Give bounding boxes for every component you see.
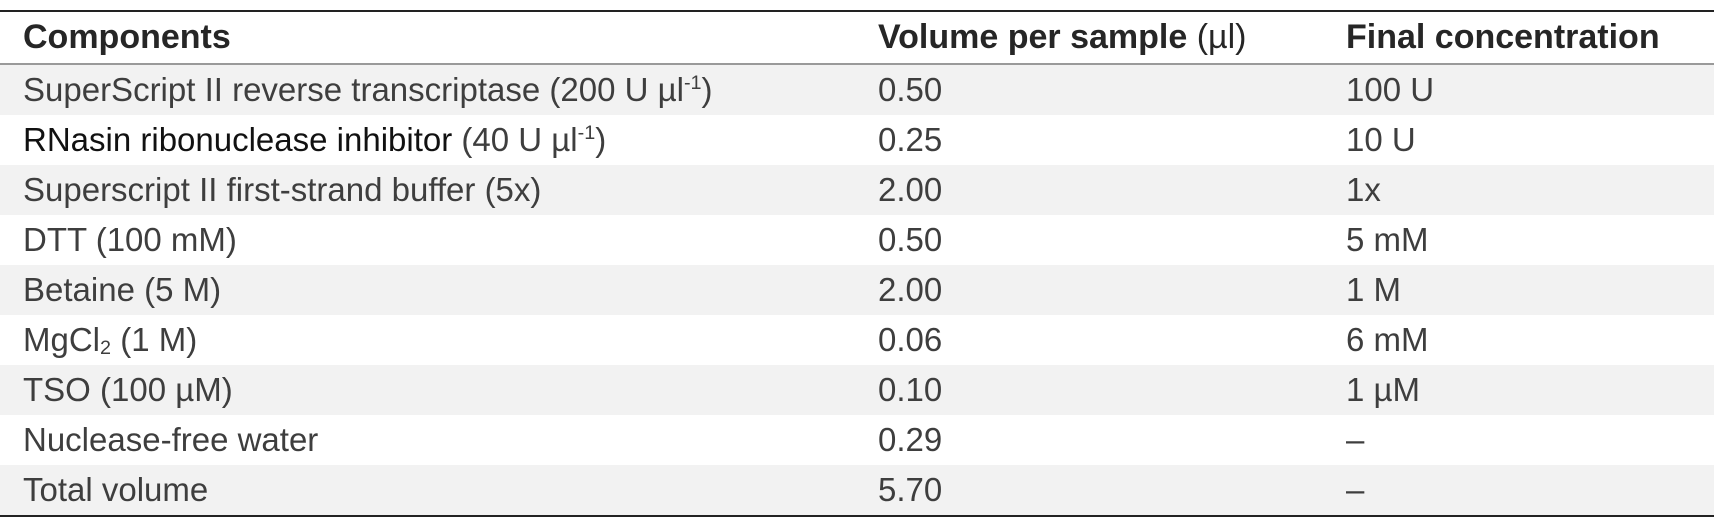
header-final-concentration: Final concentration: [1346, 18, 1660, 56]
table-row: Total volume 5.70 –: [0, 465, 1714, 516]
header-volume-label: Volume per sample: [878, 18, 1188, 56]
component-cell: Nuclease-free water: [23, 421, 319, 458]
table-row: DTT (100 mM) 0.50 5 mM: [0, 215, 1714, 265]
table-row: MgCl2 (1 M) 0.06 6 mM: [0, 315, 1714, 365]
volume-cell: 0.06: [878, 321, 943, 358]
table-row: Betaine (5 M) 2.00 1 M: [0, 265, 1714, 315]
final-concentration-cell: 5 mM: [1346, 221, 1429, 258]
volume-cell: 0.10: [878, 371, 943, 408]
component-cell: DTT (100 mM): [23, 221, 237, 258]
volume-cell: 2.00: [878, 271, 943, 308]
volume-cell: 5.70: [878, 471, 943, 508]
header-row: Components Volume per sample (µl) Final …: [0, 11, 1714, 64]
volume-cell: 0.50: [878, 221, 943, 258]
table-row: TSO (100 µM) 0.10 1 µM: [0, 365, 1714, 415]
component-cell: SuperScript II reverse transcriptase (20…: [23, 71, 713, 108]
table-header: Components Volume per sample (µl) Final …: [0, 11, 1714, 64]
volume-cell: 0.29: [878, 421, 943, 458]
component-cell: Superscript II first-strand buffer (5x): [23, 171, 542, 208]
volume-cell: 2.00: [878, 171, 943, 208]
final-concentration-cell: 100 U: [1346, 71, 1435, 108]
final-concentration-cell: 1 M: [1346, 271, 1402, 308]
header-volume-unit: (µl): [1196, 18, 1247, 56]
table-row: Superscript II first-strand buffer (5x) …: [0, 165, 1714, 215]
component-cell: Betaine (5 M): [23, 271, 222, 308]
reagent-table-container: Components Volume per sample (µl) Final …: [0, 10, 1714, 517]
header-components: Components: [23, 18, 231, 56]
final-concentration-cell: 6 mM: [1346, 321, 1429, 358]
reagent-table: Components Volume per sample (µl) Final …: [0, 10, 1714, 517]
final-concentration-cell: –: [1346, 421, 1365, 458]
table-row: Nuclease-free water 0.29 –: [0, 415, 1714, 465]
final-concentration-cell: 1x: [1346, 171, 1381, 208]
component-cell: RNasin ribonuclease inhibitor (40 U µl-1…: [23, 121, 607, 158]
table-row: SuperScript II reverse transcriptase (20…: [0, 64, 1714, 115]
table-row: RNasin ribonuclease inhibitor (40 U µl-1…: [0, 115, 1714, 165]
final-concentration-cell: 1 µM: [1346, 371, 1421, 408]
table-body: SuperScript II reverse transcriptase (20…: [0, 64, 1714, 516]
component-cell: Total volume: [23, 471, 209, 508]
header-volume: Volume per sample (µl): [855, 11, 1323, 64]
final-concentration-cell: –: [1346, 471, 1365, 508]
component-cell: MgCl2 (1 M): [23, 321, 198, 359]
volume-cell: 0.50: [878, 71, 943, 108]
component-cell: TSO (100 µM): [23, 371, 233, 408]
volume-cell: 0.25: [878, 121, 943, 158]
final-concentration-cell: 10 U: [1346, 121, 1416, 158]
